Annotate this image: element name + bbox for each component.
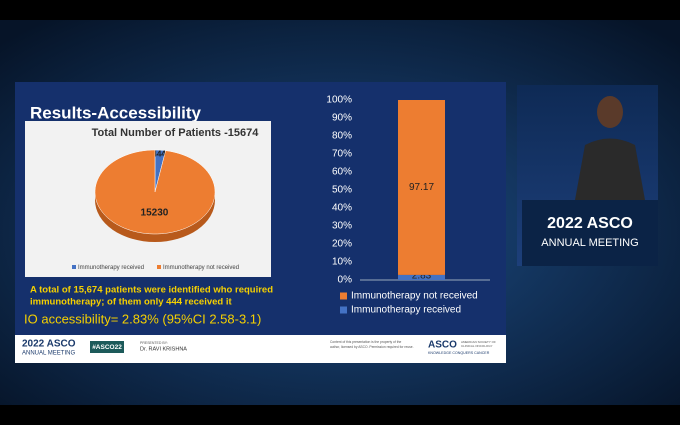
summary-line: A total of 15,674 patients were identifi…	[30, 285, 273, 296]
asco-name: AMERICAN SOCIETY OF	[461, 340, 496, 344]
pie-slice	[94, 149, 216, 235]
slide-title: Results-Accessibility	[30, 103, 202, 122]
asco-logo: ASCO	[428, 340, 457, 351]
y-tick-label: 50%	[332, 185, 352, 196]
y-tick-label: 0%	[338, 275, 353, 286]
footer-logo-sub: ANNUAL MEETING	[22, 351, 75, 357]
y-tick-label: 40%	[332, 203, 352, 214]
legend-label: Immunotherapy received	[351, 305, 461, 316]
y-tick-label: 90%	[332, 113, 352, 124]
podium-brand: 2022 ASCO	[547, 215, 633, 232]
legend-swatch	[157, 265, 161, 269]
value-label: 97.17	[409, 182, 434, 193]
bar-segment	[398, 100, 445, 275]
y-tick-label: 100%	[326, 95, 352, 106]
legend-label: Immunotherapy not received	[163, 265, 239, 271]
hashtag: #ASCO22	[92, 344, 122, 351]
y-tick-label: 70%	[332, 149, 352, 160]
notice: author, licensed by ASCO. Permission req…	[330, 345, 414, 349]
asco-name: CLINICAL ONCOLOGY	[461, 344, 493, 348]
bar-chart: 0% 10% 20% 30% 40% 50% 60% 70% 80% 90% 100% 2.83 97.…	[326, 95, 490, 316]
speaker-head	[597, 96, 623, 128]
y-tick-label: 30%	[332, 221, 352, 232]
podium-meeting: ANNUAL MEETING	[541, 237, 638, 249]
hashtag-box	[90, 341, 124, 353]
accessibility-text: IO accessibility= 2.83% (95%CI 2.58-3.1)	[24, 311, 261, 326]
notice: Content of this presentation is the prop…	[330, 340, 401, 344]
pie-chart: 444 15230 Immunotherapy received Immunother…	[72, 149, 239, 271]
bar-segment	[398, 274, 445, 280]
y-tick-label: 60%	[332, 167, 352, 178]
legend-swatch	[340, 292, 347, 300]
podium	[522, 200, 658, 266]
speaker-body	[575, 138, 645, 200]
pie-title: Total Number of Patients -15674	[92, 127, 260, 139]
y-tick-label: 80%	[332, 131, 352, 142]
pie-label: 444	[152, 149, 166, 158]
legend-swatch	[72, 265, 76, 269]
presenter: Dr. RAVI KRISHNA	[140, 346, 187, 352]
footer-logo: 2022 ASCO	[22, 339, 76, 350]
summary-line: immunotherapy; of them only 444 received…	[30, 297, 232, 308]
legend-label: Immunotherapy not received	[351, 291, 478, 302]
y-tick-label: 10%	[332, 257, 352, 268]
legend-swatch	[340, 306, 347, 314]
legend-label: Immunotherapy received	[78, 265, 144, 271]
y-tick-label: 20%	[332, 239, 352, 250]
value-label: 2.83	[412, 271, 432, 282]
asco-tagline: KNOWLEDGE CONQUERS CANCER	[428, 351, 490, 355]
pie-label: 15230	[141, 208, 169, 219]
presented-by: PRESENTED BY:	[140, 341, 168, 345]
